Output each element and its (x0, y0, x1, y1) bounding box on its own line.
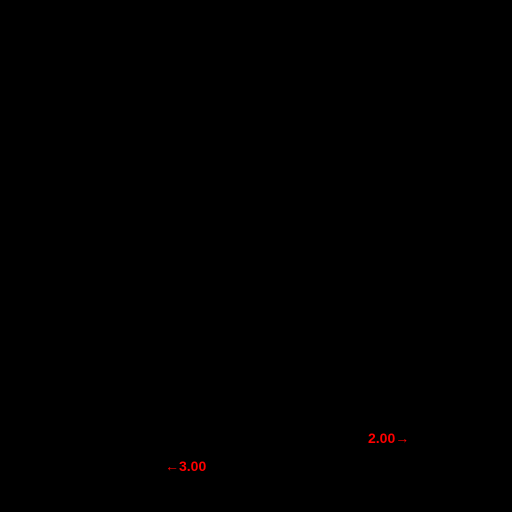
annotation-left: ←3.00 (165, 458, 206, 474)
annotation-right: 2.00→ (368, 430, 409, 446)
